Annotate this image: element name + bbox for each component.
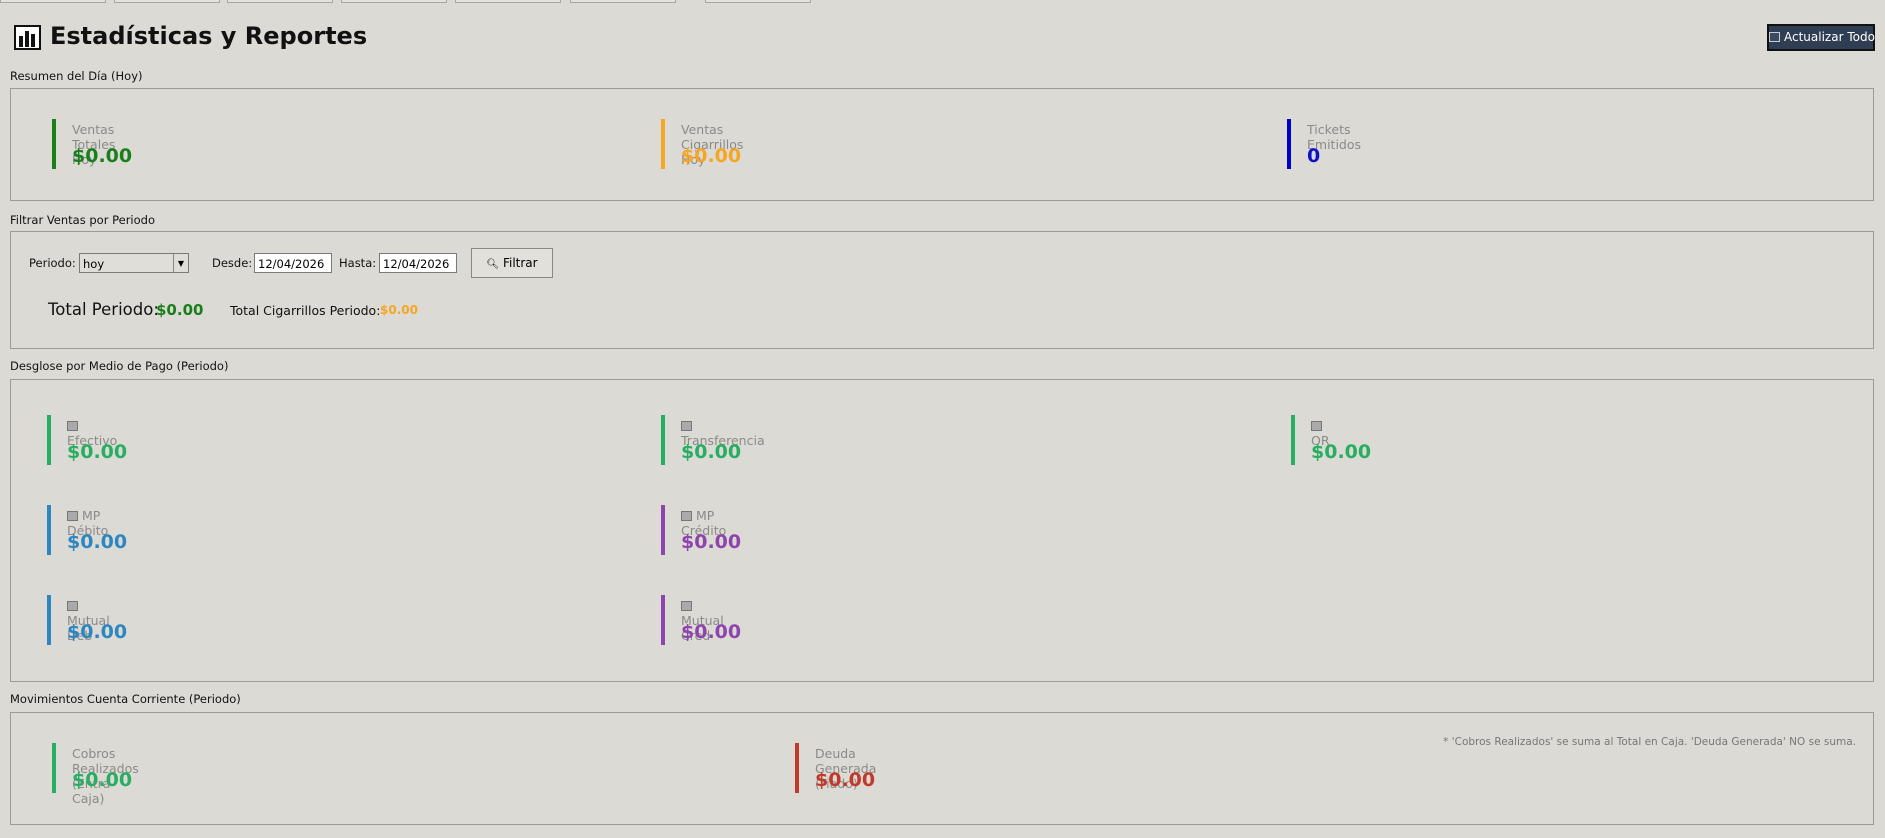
stat-label: QR (1311, 418, 1330, 448)
stat-label-text: Tickets Emitidos (1307, 122, 1362, 152)
stat-label-text: MP Débito (67, 508, 109, 538)
account-box (10, 712, 1874, 825)
tab[interactable] (341, 0, 447, 3)
section-title: Movimientos Cuenta Corriente (Periodo) (10, 692, 241, 706)
stat-label: MP Crédito (681, 508, 726, 538)
stat-label: Ventas Totales Hoy (72, 122, 115, 167)
period-label: Periodo: (29, 256, 76, 270)
stat-label: Transferencia (681, 418, 765, 448)
stat-label: Deuda Generada (Fiado) (815, 746, 876, 791)
stat-value: $0.00 (72, 769, 133, 791)
from-label: Desde: (212, 256, 253, 270)
payment-icon (1311, 421, 1322, 431)
stat-card: Cobros Realizados (Entra Caja) $0.00 (52, 743, 139, 806)
stat-card: Tickets Emitidos 0 (1287, 119, 1361, 169)
stat-label-text: Transferencia (681, 433, 765, 448)
stat-value: $0.00 (67, 531, 128, 553)
stat-value: $0.00 (67, 441, 128, 463)
stat-card: Mutual Cred $0.00 (661, 595, 741, 645)
tab[interactable] (0, 0, 106, 3)
stat-label: Mutual Cred (681, 598, 724, 643)
stat-label: MP Débito (67, 508, 108, 538)
tab[interactable] (114, 0, 220, 3)
tab[interactable] (705, 0, 811, 3)
total-label: Total Periodo: (48, 300, 159, 319)
dropdown-arrow: ▼ (173, 254, 188, 272)
stat-value: $0.00 (72, 145, 133, 167)
refresh-label: Actualizar Todo (1784, 30, 1875, 44)
stat-label-text: Ventas Totales Hoy (72, 122, 116, 167)
stat-value: $0.00 (681, 145, 742, 167)
stat-value: 0 (1307, 145, 1321, 167)
daily-summary-box (10, 88, 1874, 201)
cigarettes-value: $0.00 (380, 303, 418, 317)
stat-label: Cobros Realizados (Entra Caja) (72, 746, 139, 806)
stat-card: Efectivo $0.00 (47, 415, 127, 465)
search-icon: 🔍︎ (486, 259, 500, 270)
payment-icon (67, 601, 78, 611)
section-title: Desglose por Medio de Pago (Periodo) (10, 359, 229, 373)
stat-card: Ventas Totales Hoy $0.00 (52, 119, 132, 169)
stat-label: Mutual Deb (67, 598, 110, 643)
tab[interactable] (570, 0, 676, 3)
stat-card: Transferencia $0.00 (661, 415, 765, 465)
refresh-icon (1769, 32, 1780, 42)
stat-value: $0.00 (681, 531, 742, 553)
stat-label-text: Mutual Cred (681, 613, 724, 643)
stat-label-text: Mutual Deb (67, 613, 110, 643)
tab[interactable] (227, 0, 333, 3)
from-value: 12/04/2026 (258, 257, 325, 271)
footnote: * 'Cobros Realizados' se suma al Total e… (1443, 736, 1856, 748)
filter-button[interactable]: 🔍︎ Filtrar (471, 248, 553, 278)
stat-card: Deuda Generada (Fiado) $0.00 (795, 743, 876, 793)
period-value: hoy (83, 257, 105, 271)
stat-label: Ventas Cigarrillos Hoy (681, 122, 743, 167)
stat-value: $0.00 (815, 769, 876, 791)
stat-label-text: Efectivo (67, 433, 118, 448)
section-title: Filtrar Ventas por Periodo (10, 213, 155, 227)
period-select[interactable]: hoy ▼ (79, 253, 189, 273)
to-label: Hasta: (339, 256, 377, 270)
stat-label-text: MP Crédito (681, 508, 727, 538)
stat-card: Mutual Deb $0.00 (47, 595, 127, 645)
stat-label: Tickets Emitidos (1307, 122, 1361, 152)
stat-label-text: Deuda Generada (Fiado) (815, 746, 877, 791)
stat-card: MP Crédito $0.00 (661, 505, 741, 555)
to-input[interactable]: 12/04/2026 (379, 253, 457, 273)
cigarettes-label: Total Cigarrillos Periodo: (230, 303, 381, 318)
payment-icon (681, 421, 692, 431)
section-title: Resumen del Día (Hoy) (10, 69, 143, 83)
payment-icon (681, 511, 692, 521)
stat-value: $0.00 (681, 441, 742, 463)
stat-label-text: Cobros Realizados (Entra Caja) (72, 746, 139, 806)
payment-box (10, 379, 1874, 682)
payment-icon (681, 601, 692, 611)
stat-value: $0.00 (1311, 441, 1372, 463)
stat-card: Ventas Cigarrillos Hoy $0.00 (661, 119, 743, 169)
stat-label-text: Ventas Cigarrillos Hoy (681, 122, 744, 167)
payment-icon (67, 511, 78, 521)
from-input[interactable]: 12/04/2026 (254, 253, 332, 273)
filter-button-label: Filtrar (502, 256, 538, 270)
total-value: $0.00 (156, 301, 204, 319)
refresh-button[interactable]: Actualizar Todo (1767, 24, 1875, 51)
stat-label: Efectivo (67, 418, 117, 448)
stat-label-text: QR (1311, 433, 1330, 448)
to-value: 12/04/2026 (383, 257, 450, 271)
filter-box (10, 231, 1874, 349)
chart-icon (14, 25, 41, 50)
stat-value: $0.00 (67, 621, 128, 643)
page-title: Estadísticas y Reportes (50, 22, 368, 50)
stat-card: QR $0.00 (1291, 415, 1371, 465)
tab[interactable] (455, 0, 561, 3)
stat-card: MP Débito $0.00 (47, 505, 127, 555)
payment-icon (67, 421, 78, 431)
stat-value: $0.00 (681, 621, 742, 643)
